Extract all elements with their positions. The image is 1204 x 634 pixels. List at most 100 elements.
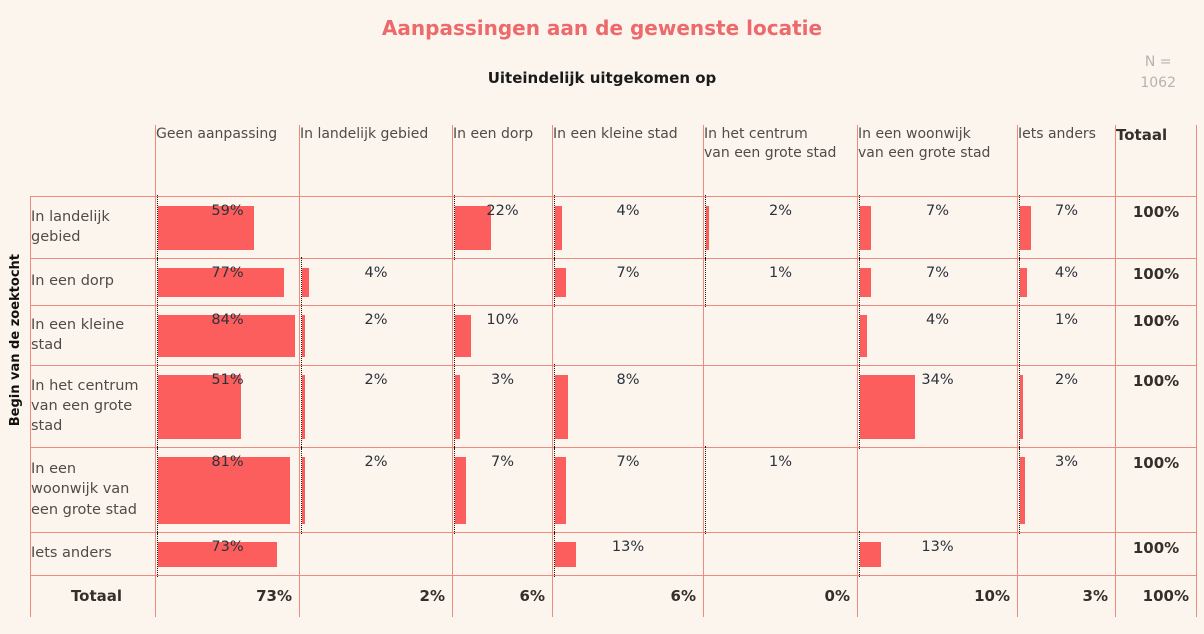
cell-value: 2% <box>364 371 388 388</box>
cell-in-een-kleine-stad-in-een-kleine-stad <box>552 304 704 366</box>
bar-baseline <box>157 303 158 367</box>
table-header: Geen aanpassing In landelijk gebied In een… <box>30 125 1197 197</box>
cell-in-een-kleine-stad-iets-anders: 1% <box>1017 303 1116 367</box>
value-bar <box>455 205 491 250</box>
cell-iets-anders-in-het-centrum-van-een-grote-stad <box>703 531 858 576</box>
cell-in-landelijk-gebied-in-een-woonwijk-van-een-grote-stad: 7% <box>857 194 1018 260</box>
total-in-het-centrum-van-een-grote-stad: 0% <box>703 574 858 617</box>
totals-row-header: Totaal <box>30 574 156 617</box>
value-bar <box>158 314 295 357</box>
cell-value: 77% <box>211 264 244 281</box>
cell-iets-anders-in-een-woonwijk-van-een-grote-stad: 13% <box>857 530 1018 577</box>
cell-value: 7% <box>490 453 514 470</box>
col-header-iets-anders: Iets anders <box>1017 125 1116 197</box>
cell-in-landelijk-gebied-in-landelijk-gebied <box>299 195 453 259</box>
bar-baseline <box>157 363 158 449</box>
cell-in-het-centrum-van-een-grote-stad-in-landelijk-gebied: 2% <box>299 363 453 449</box>
table-row-in-het-centrum-van-een-grote-stad: In het centrum van een grote stad 51% 2% 3%… <box>30 363 1197 449</box>
table-row-in-een-kleine-stad: In een kleine stad 84% 2% 10% 4% 1% 100% <box>30 303 1197 367</box>
row-total-value: 100% <box>1132 371 1180 390</box>
value-bar <box>302 456 305 524</box>
sample-size-label: N = <box>1144 54 1172 70</box>
cell-iets-anders-iets-anders <box>1017 531 1116 576</box>
total-in-landelijk-gebied: 2% <box>299 574 453 617</box>
cell-in-een-dorp-iets-anders: 4% <box>1017 256 1116 307</box>
cell-in-een-dorp-in-een-dorp <box>452 257 553 306</box>
cell-iets-anders-in-een-dorp <box>452 531 553 576</box>
cell-in-het-centrum-van-een-grote-stad-in-een-kleine-stad: 8% <box>552 363 704 449</box>
value-bar <box>158 374 241 439</box>
col-header-in-een-dorp: In een dorp <box>452 125 553 197</box>
col-header-geen-aanpassing: Geen aanpassing <box>155 125 300 197</box>
bar-baseline <box>1019 303 1020 367</box>
cell-in-het-centrum-van-een-grote-stad-in-een-woonwijk-van-een-grote-stad: 34% <box>857 363 1018 449</box>
cell-in-landelijk-gebied-in-een-dorp: 22% <box>452 194 553 260</box>
bar-baseline <box>705 445 706 534</box>
cell-in-een-dorp-in-het-centrum-van-een-grote-stad: 1% <box>703 256 858 307</box>
value-bar <box>455 374 460 439</box>
bar-baseline <box>301 445 302 534</box>
cell-value: 4% <box>1054 264 1078 281</box>
bar-baseline <box>301 256 302 307</box>
cell-value: 2% <box>364 311 388 328</box>
bar-baseline <box>705 194 706 260</box>
cell-in-landelijk-gebied-totaal: 100% <box>1115 195 1197 259</box>
cell-value: 73% <box>211 538 244 555</box>
cell-value: 10% <box>486 311 519 328</box>
col-header-totaal: Totaal <box>1115 125 1197 197</box>
bar-baseline <box>157 256 158 307</box>
value-bar <box>555 374 568 439</box>
sample-size-value: 1062 <box>1140 75 1176 91</box>
cell-in-het-centrum-van-een-grote-stad-in-het-centrum-van-een-grote-stad <box>703 364 858 448</box>
row-total-value: 100% <box>1132 453 1180 472</box>
cell-value: 2% <box>364 453 388 470</box>
cell-in-landelijk-gebied-iets-anders: 7% <box>1017 194 1116 260</box>
cell-in-een-woonwijk-van-een-grote-stad-totaal: 100% <box>1115 446 1197 533</box>
value-bar <box>158 267 284 297</box>
col-header-in-een-kleine-stad: In een kleine stad <box>552 125 704 197</box>
bar-baseline <box>454 445 455 534</box>
value-bar <box>1020 456 1025 524</box>
value-bar <box>302 314 305 357</box>
value-bar <box>555 541 576 567</box>
bar-baseline <box>859 530 860 577</box>
bar-baseline <box>705 256 706 307</box>
table-row-in-landelijk-gebied: In landelijk gebied 59% 22% 4% 2% 7% 7% 100% <box>30 194 1197 260</box>
cell-value: 22% <box>486 202 519 219</box>
cell-value: 13% <box>611 538 645 555</box>
total-in-een-dorp: 6% <box>452 574 553 617</box>
bar-baseline <box>301 303 302 367</box>
bar-baseline <box>157 445 158 534</box>
table-row-in-een-dorp: In een dorp 77% 4% 7% 1% 7% 4% 100% <box>30 256 1197 307</box>
row-total-value: 100% <box>1132 538 1180 557</box>
row-total-value: 100% <box>1132 202 1180 221</box>
cell-value: 51% <box>211 371 244 388</box>
sample-size: N = 1062 <box>1140 52 1176 94</box>
cell-value: 59% <box>211 202 244 219</box>
cell-iets-anders-in-een-kleine-stad: 13% <box>552 530 704 577</box>
cell-in-het-centrum-van-een-grote-stad-in-een-dorp: 3% <box>452 363 553 449</box>
cell-in-het-centrum-van-een-grote-stad-iets-anders: 2% <box>1017 363 1116 449</box>
cell-value: 8% <box>616 371 640 388</box>
cell-value: 2% <box>1054 371 1078 388</box>
cell-in-een-dorp-in-landelijk-gebied: 4% <box>299 256 453 307</box>
cell-in-een-kleine-stad-in-een-dorp: 10% <box>452 303 553 367</box>
grand-total: 100% <box>1115 574 1197 617</box>
cell-value: 7% <box>925 202 949 219</box>
value-bar <box>158 541 277 567</box>
row-header-in-een-woonwijk-van-een-grote-stad: In een woonwijk van een grote stad <box>30 446 156 533</box>
bar-baseline <box>1019 256 1020 307</box>
bar-baseline <box>1019 445 1020 534</box>
cell-in-het-centrum-van-een-grote-stad-totaal: 100% <box>1115 364 1197 448</box>
value-bar <box>1020 267 1027 297</box>
cell-in-een-woonwijk-van-een-grote-stad-in-een-kleine-stad: 7% <box>552 445 704 534</box>
value-bar <box>860 374 915 439</box>
cell-in-een-kleine-stad-geen-aanpassing: 84% <box>155 303 300 367</box>
bar-baseline <box>554 445 555 534</box>
page-title: Aanpassingen aan de gewenste locatie <box>381 16 823 40</box>
bar-baseline <box>157 530 158 577</box>
row-header-iets-anders: Iets anders <box>30 531 156 576</box>
cell-in-een-woonwijk-van-een-grote-stad-in-landelijk-gebied: 2% <box>299 445 453 534</box>
value-bar <box>555 267 566 297</box>
cell-in-landelijk-gebied-in-het-centrum-van-een-grote-stad: 2% <box>703 194 858 260</box>
